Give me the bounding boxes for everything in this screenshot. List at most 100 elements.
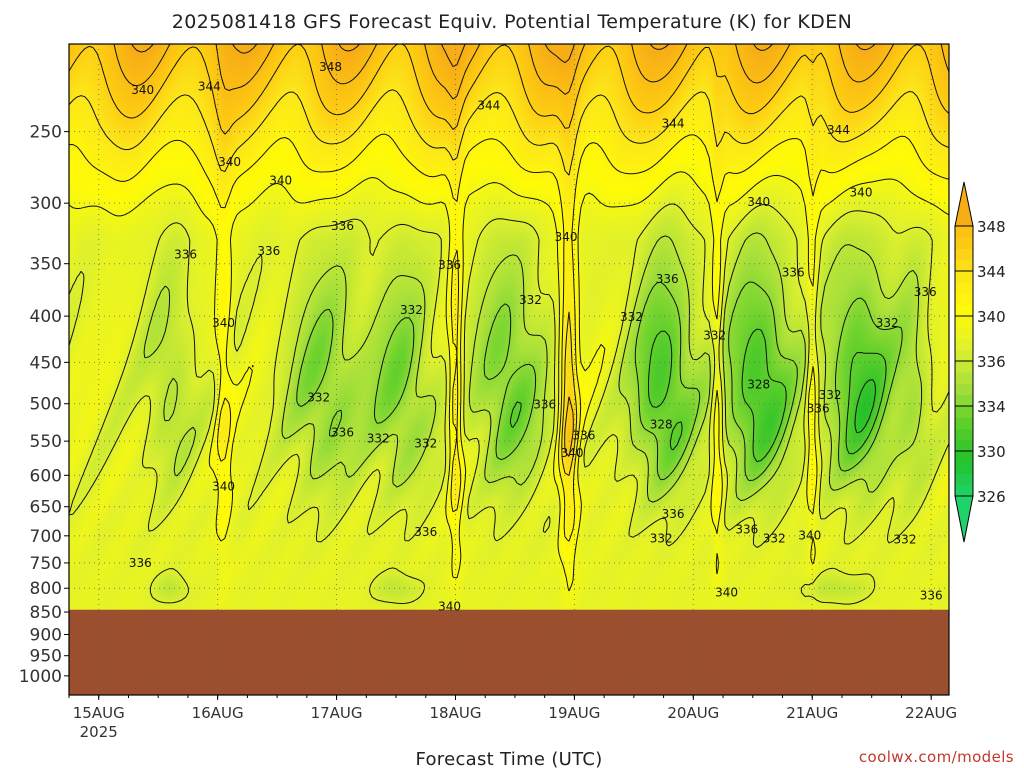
x-axis-label: Forecast Time (UTC) — [415, 749, 602, 768]
colorbar-extend-bottom — [954, 495, 974, 543]
y-axis: 2503003504004505005506006507007508008509… — [19, 123, 69, 687]
x-tick-label: 22AUG — [905, 704, 957, 722]
contour-label: 328 — [747, 377, 770, 391]
contour-340 — [68, 171, 950, 592]
contour-label: 332 — [894, 533, 917, 547]
y-tick-label: 350 — [30, 255, 62, 275]
below-ground-area — [69, 609, 949, 695]
contour-label: 340 — [798, 528, 821, 542]
contour-label: 332 — [763, 532, 786, 546]
x-tick-label: 18AUG — [430, 704, 482, 722]
contour-332 — [509, 328, 887, 463]
contour-label: 336 — [735, 523, 758, 537]
contour-label: 340 — [131, 83, 154, 97]
contour-label: 340 — [561, 446, 584, 460]
chart-title: 2025081418 GFS Forecast Equiv. Potential… — [172, 11, 852, 33]
colorbar-band — [955, 327, 973, 339]
contour-336 — [143, 232, 923, 503]
colorbar-band — [955, 271, 973, 283]
contour-label: 332 — [307, 390, 330, 404]
contour-label: 336 — [174, 248, 197, 262]
contour-350 — [131, 43, 876, 67]
contour-label: 340 — [715, 586, 738, 600]
x-axis: 15AUG 16AUG 17AUG 18AUG 19AUG 20AUG 21AUG 22AUG — [68, 695, 957, 722]
colorbar-band — [955, 237, 973, 249]
contour-label: 344 — [198, 80, 221, 94]
colorbar-band — [955, 293, 973, 306]
contour-344 — [68, 89, 950, 476]
colorbar-band — [955, 259, 973, 272]
contour-label: 340 — [212, 316, 235, 330]
contour-label: 332 — [650, 532, 673, 546]
contour-label: 344 — [662, 117, 685, 131]
colorbar-tick-label: 340 — [977, 308, 1006, 326]
x-tick-label: 16AUG — [192, 704, 244, 722]
colorbar-band — [955, 394, 973, 407]
y-tick-label: 600 — [30, 466, 62, 486]
colorbar-band — [955, 439, 973, 452]
contour-label: 340 — [269, 173, 292, 187]
contour-label: 344 — [477, 99, 500, 113]
contour-label: 340 — [212, 479, 235, 493]
colorbar-band — [955, 304, 973, 317]
colorbar-band — [955, 282, 973, 294]
contour-label: 336 — [662, 507, 685, 521]
grid-lines — [69, 44, 949, 695]
credit-text: coolwx.com/models — [859, 748, 1014, 766]
contour-label: 336 — [331, 219, 354, 233]
colorbar-band — [955, 316, 973, 328]
contour-label: 336 — [257, 244, 280, 258]
colorbar-tick-label: 326 — [977, 488, 1006, 506]
contour-label: 332 — [367, 431, 390, 445]
colorbar-band — [955, 248, 973, 261]
contour-label: 344 — [827, 123, 850, 137]
contour-label: 336 — [656, 272, 679, 286]
x-tick-label: 17AUG — [311, 704, 363, 722]
colorbar-tick-label: 336 — [977, 353, 1006, 371]
y-tick-label: 250 — [30, 123, 62, 143]
colorbar-extend-top — [954, 181, 974, 227]
plot-area — [69, 44, 949, 695]
y-tick-label: 800 — [30, 579, 62, 599]
y-tick-label: 1000 — [19, 667, 62, 687]
contour-label: 340 — [218, 155, 241, 169]
contour-label: 332 — [620, 310, 643, 324]
contour-346 — [68, 43, 950, 457]
contour-label: 336 — [572, 428, 595, 442]
x-tick-label: 19AUG — [548, 704, 600, 722]
contour-label: 332 — [703, 328, 726, 342]
colorbar: 326 330 334 336 340 344 348 — [954, 181, 1006, 543]
y-tick-label: 900 — [30, 625, 62, 645]
colorbar-tick-label: 348 — [977, 218, 1006, 236]
x-axis-year: 2025 — [80, 723, 118, 741]
y-tick-label: 650 — [30, 498, 62, 518]
colorbar-band — [955, 428, 973, 441]
colorbar-band — [955, 361, 973, 373]
colorbar-band — [955, 372, 973, 384]
contour-label: 332 — [519, 293, 542, 307]
contour-label: 336 — [331, 425, 354, 439]
contour-label: 336 — [920, 589, 943, 603]
contour-label: 340 — [747, 195, 770, 209]
colorbar-tick-label: 344 — [977, 263, 1006, 281]
y-tick-label: 700 — [30, 527, 62, 547]
colorbar-band — [955, 473, 973, 486]
contour-label: 336 — [414, 525, 437, 539]
colorbar-band — [955, 226, 973, 238]
plot-frame — [68, 43, 950, 696]
contour-label: 340 — [555, 230, 578, 244]
contour-label: 336 — [782, 266, 805, 280]
contour-label: 332 — [414, 436, 437, 450]
colorbar-band — [955, 338, 973, 351]
y-tick-label: 300 — [30, 194, 62, 214]
y-tick-label: 500 — [30, 395, 62, 415]
y-tick-label: 850 — [30, 603, 62, 623]
field-raster — [69, 44, 949, 695]
colorbar-band — [955, 462, 973, 474]
colorbar-band — [955, 383, 973, 396]
contour-334 — [296, 281, 903, 481]
contour-label: 332 — [400, 303, 423, 317]
y-tick-label: 750 — [30, 554, 62, 574]
